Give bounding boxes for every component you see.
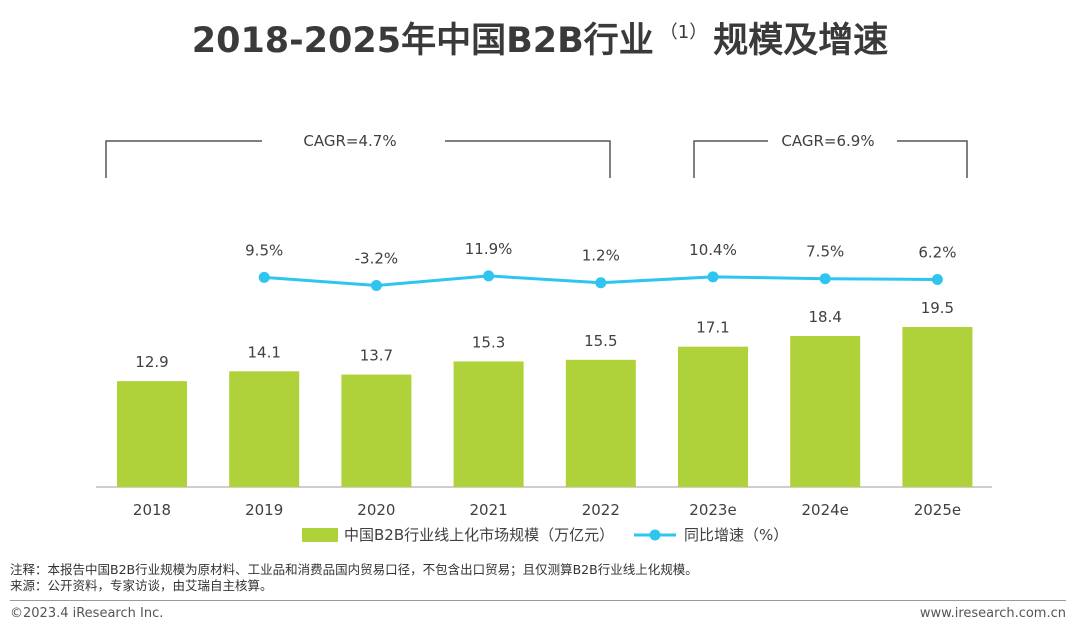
bar-value-label: 19.5: [921, 299, 954, 317]
title-main: 2018-2025年中国B2B行业: [191, 21, 654, 61]
x-tick-label: 2022: [582, 501, 620, 519]
x-tick-label: 2020: [357, 501, 395, 519]
chart-title: 2018-2025年中国B2B行业 （1） 规模及增速: [0, 12, 1080, 63]
bar-2022: [565, 359, 636, 487]
footer-divider: [10, 600, 1066, 601]
growth-value-label: 6.2%: [918, 244, 956, 262]
growth-point-2020: [370, 280, 382, 292]
growth-value-label: 10.4%: [689, 241, 737, 259]
note-text: 注释：本报告中国B2B行业规模为原材料、工业品和消费品国内贸易口径，不包含出口贸…: [10, 562, 698, 577]
footer-copyright: ©2023.4 iResearch Inc.: [10, 606, 164, 621]
x-tick-label: 2025e: [914, 501, 961, 519]
bar-2018: [117, 381, 187, 487]
bar-value-label: 14.1: [247, 343, 280, 361]
legend-bar-label: 中国B2B行业线上化市场规模（万亿元）: [344, 526, 614, 544]
cagr-label: CAGR=6.9%: [781, 132, 874, 150]
growth-point-2021: [483, 270, 495, 282]
growth-point-2023e: [707, 271, 719, 283]
bar-value-label: 12.9: [135, 353, 168, 371]
footer-website: www.iresearch.com.cn: [919, 606, 1066, 621]
chart-area: 12.9 2018 14.1 2019 13.7 2020 15.3 2021 15.5 2022…: [96, 132, 992, 544]
bar-2020: [341, 374, 412, 487]
legend-line-label: 同比增速（%）: [684, 526, 788, 544]
x-tick-label: 2024e: [801, 501, 848, 519]
bar-2023e: [678, 346, 748, 487]
x-tick-label: 2021: [470, 501, 508, 519]
x-tick-label: 2023e: [689, 501, 736, 519]
cagr-bracket-left: [105, 140, 262, 178]
source-text: 来源：公开资料，专家访谈，由艾瑞自主核算。: [10, 578, 273, 593]
growth-point-2025e: [931, 274, 943, 286]
bar-value-label: 15.3: [472, 333, 505, 351]
cagr-label: CAGR=4.7%: [303, 132, 396, 150]
bar-2025e: [902, 327, 973, 487]
bar-2019: [229, 371, 300, 487]
growth-value-label: 7.5%: [806, 243, 844, 261]
title-footnote-mark: （1）: [659, 22, 708, 43]
bar-2021: [453, 361, 524, 487]
growth-point-2024e: [819, 273, 831, 285]
legend-bar-swatch: [302, 528, 338, 542]
growth-value-label: 1.2%: [582, 247, 620, 265]
growth-value-label: 11.9%: [465, 240, 513, 258]
growth-point-2022: [595, 277, 607, 289]
title-suffix: 规模及增速: [713, 21, 889, 61]
cagr-bracket-left: [693, 140, 768, 178]
x-tick-label: 2018: [133, 501, 171, 519]
bar-value-label: 18.4: [808, 308, 841, 326]
growth-point-2019: [258, 271, 270, 283]
growth-value-label: -3.2%: [355, 250, 399, 268]
cagr-bracket-right: [445, 140, 611, 178]
bar-2024e: [790, 336, 861, 487]
cagr-bracket-right: [897, 140, 968, 178]
bar-value-label: 15.5: [584, 332, 617, 350]
legend-line-marker: [649, 529, 661, 541]
notes-block: 注释：本报告中国B2B行业规模为原材料、工业品和消费品国内贸易口径，不包含出口贸…: [10, 562, 698, 594]
bar-value-label: 13.7: [360, 347, 393, 365]
x-tick-label: 2019: [245, 501, 283, 519]
growth-value-label: 9.5%: [245, 241, 283, 259]
bar-value-label: 17.1: [696, 319, 729, 337]
